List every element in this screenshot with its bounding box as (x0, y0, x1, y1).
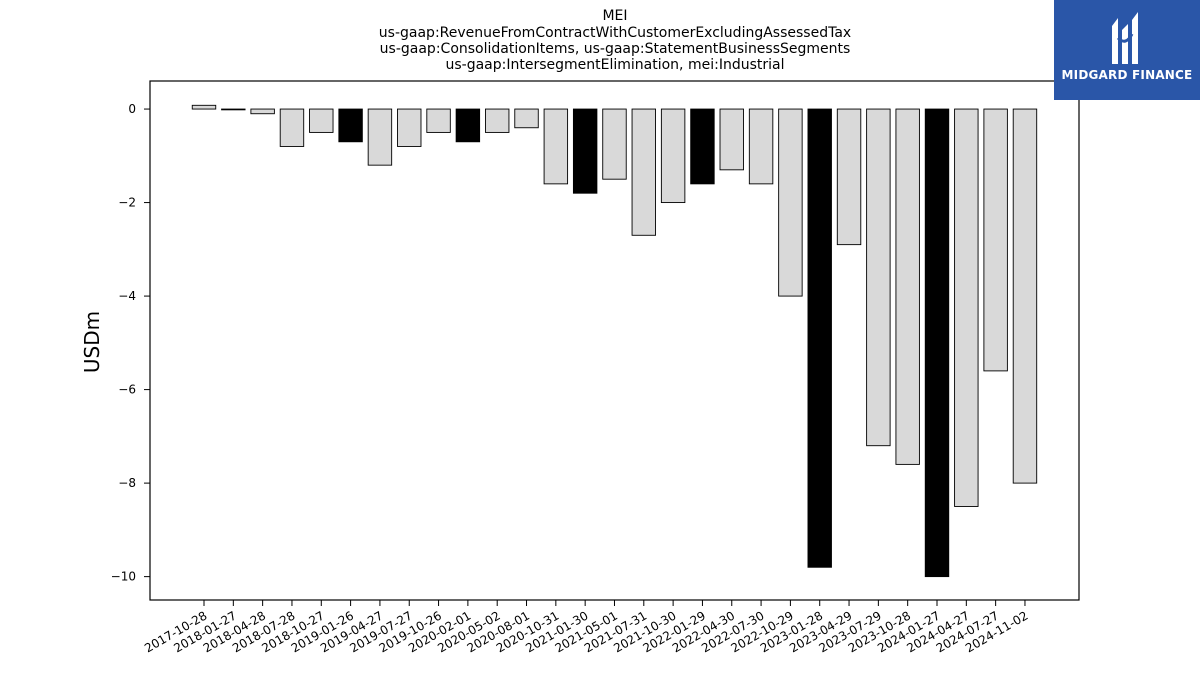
bar-2018-07-28 (279, 108, 305, 147)
bar-2020-10-31 (543, 108, 569, 185)
title-line-2: us-gaap:RevenueFromContractWithCustomerE… (379, 25, 851, 41)
y-tick-label: 0 (128, 102, 136, 116)
y-tick-label: −6 (118, 383, 136, 397)
bar-2024-11-02 (1012, 108, 1038, 484)
x-axis: 2017-10-282018-01-272018-04-282018-07-28… (142, 600, 1030, 655)
y-axis-label: USDm (80, 311, 104, 373)
y-tick-label: −2 (118, 196, 136, 210)
title-line-3: us-gaap:ConsolidationItems, us-gaap:Stat… (380, 41, 851, 57)
title-line-4: us-gaap:IntersegmentElimination, mei:Ind… (446, 57, 785, 73)
bar-2021-10-30 (660, 108, 686, 204)
bar-2022-01-29 (690, 108, 715, 185)
bar-2021-07-31 (631, 108, 656, 236)
bar-2023-07-29 (866, 108, 891, 447)
bar-2024-07-27 (983, 108, 1008, 372)
bar-2018-01-27 (221, 108, 246, 111)
bar-2024-04-27 (954, 108, 979, 507)
bars-group (191, 104, 1038, 578)
bar-2023-04-29 (836, 108, 862, 246)
logo-text: MIDGARD FINANCE (1061, 68, 1193, 82)
bar-2022-04-30 (719, 108, 744, 171)
chart-title: MEI us-gaap:RevenueFromContractWithCusto… (379, 8, 851, 73)
bar-2019-10-26 (426, 108, 451, 133)
bar-2023-10-28 (895, 108, 920, 465)
midgard-logo-icon (1112, 12, 1138, 64)
y-axis: 0 −2 −4 −6 −8 −10 (111, 102, 150, 584)
bar-2019-04-27 (367, 108, 393, 166)
bar-2019-07-27 (397, 108, 422, 147)
bar-2018-10-27 (309, 108, 334, 133)
bar-2022-07-30 (748, 108, 774, 185)
y-tick-label: −4 (118, 289, 136, 303)
bar-2017-10-28 (191, 104, 217, 110)
bar-2020-05-02 (485, 108, 510, 133)
bar-2023-01-28 (807, 108, 832, 568)
bar-2020-02-01 (455, 108, 481, 143)
bar-2020-08-01 (514, 108, 539, 129)
y-tick-label: −8 (118, 476, 136, 490)
y-tick-label: −10 (111, 570, 136, 584)
bar-2018-04-28 (250, 108, 275, 115)
brand-logo: MIDGARD FINANCE (1054, 0, 1200, 100)
bar-2019-01-26 (338, 108, 363, 143)
bar-2024-01-27 (924, 108, 950, 578)
bar-2021-05-01 (602, 108, 627, 180)
bar-2022-10-29 (778, 108, 803, 297)
bar-2021-01-30 (572, 108, 598, 194)
title-line-1: MEI (602, 8, 627, 24)
plot-frame (149, 80, 1080, 601)
